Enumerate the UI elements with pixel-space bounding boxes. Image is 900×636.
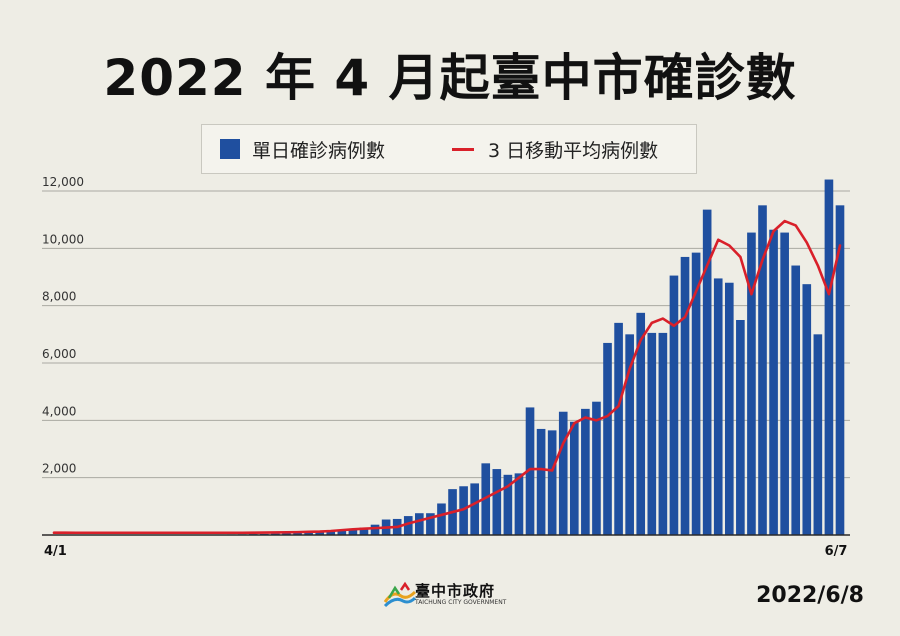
bar — [636, 312, 646, 535]
y-tick-label: 4,000 — [42, 404, 76, 418]
legend-swatch-bar — [220, 139, 240, 159]
bar — [802, 284, 812, 535]
chart-plot: 2,000 4,000 6,000 8,000 10,000 12,000 4/1 6/7 — [42, 175, 850, 559]
bar — [315, 531, 324, 535]
y-tick-label: 2,000 — [42, 462, 76, 476]
y-tick-label: 6,000 — [42, 347, 76, 361]
logo-name: 臺中市政府 — [415, 582, 496, 600]
bar — [525, 407, 535, 535]
y-tick-label: 10,000 — [42, 232, 84, 246]
bar — [691, 252, 701, 535]
bar — [724, 282, 734, 535]
bar — [647, 332, 657, 535]
bar — [415, 513, 424, 535]
bar — [359, 527, 369, 535]
bar — [282, 533, 291, 535]
x-tick-label: 6/7 — [825, 544, 848, 559]
bar — [614, 322, 623, 535]
bar — [769, 229, 778, 535]
city-logo: 臺中市政府 TAICHUNG CITY GOVERNMENT — [383, 578, 523, 612]
x-tick-labels: 4/1 6/7 — [44, 544, 847, 559]
moving-average-line — [52, 219, 842, 535]
legend: 單日確診病例數 3 日移動平均病例數 — [201, 124, 697, 174]
bar — [669, 275, 679, 535]
bar — [403, 516, 413, 535]
legend-label-bar: 單日確診病例數 — [252, 140, 386, 162]
bar — [536, 428, 546, 535]
publish-date: 2022/6/8 — [756, 583, 864, 608]
bar — [470, 483, 479, 535]
bars — [49, 179, 845, 535]
chart-title: 2022 年 4 月起臺中市確診數 — [103, 49, 797, 107]
bar — [747, 232, 756, 535]
bar — [459, 486, 468, 535]
bar — [813, 334, 823, 535]
bar — [824, 179, 834, 535]
bar — [437, 503, 446, 535]
y-tick-label: 8,000 — [42, 290, 76, 304]
bar — [680, 256, 690, 535]
y-tick-labels: 2,000 4,000 6,000 8,000 10,000 12,000 — [42, 175, 84, 476]
bar — [592, 401, 601, 535]
bar — [603, 342, 612, 535]
legend-label-line: 3 日移動平均病例數 — [488, 140, 659, 162]
bar — [791, 265, 801, 535]
bar — [492, 469, 502, 535]
legend-swatch-line — [452, 148, 474, 151]
bar — [569, 421, 579, 535]
bar — [547, 430, 557, 535]
x-tick-label: 4/1 — [44, 544, 67, 559]
bar — [558, 411, 568, 535]
bar — [304, 532, 313, 535]
bar — [426, 513, 435, 535]
bar — [625, 334, 634, 535]
bar — [337, 530, 347, 535]
bar — [658, 332, 668, 535]
bar — [702, 209, 712, 535]
bar — [835, 205, 845, 535]
bar — [736, 320, 745, 535]
logo-subtitle: TAICHUNG CITY GOVERNMENT — [415, 599, 507, 606]
bar — [326, 530, 336, 535]
bar — [514, 473, 524, 535]
y-tick-label: 12,000 — [42, 175, 84, 189]
bar — [348, 528, 358, 535]
bar — [293, 532, 302, 535]
bar — [581, 408, 590, 535]
bar — [713, 278, 723, 535]
bar — [780, 232, 789, 535]
bar — [370, 524, 380, 535]
bar — [758, 205, 767, 535]
logo-mark-icon — [383, 581, 417, 608]
bar — [503, 474, 513, 535]
